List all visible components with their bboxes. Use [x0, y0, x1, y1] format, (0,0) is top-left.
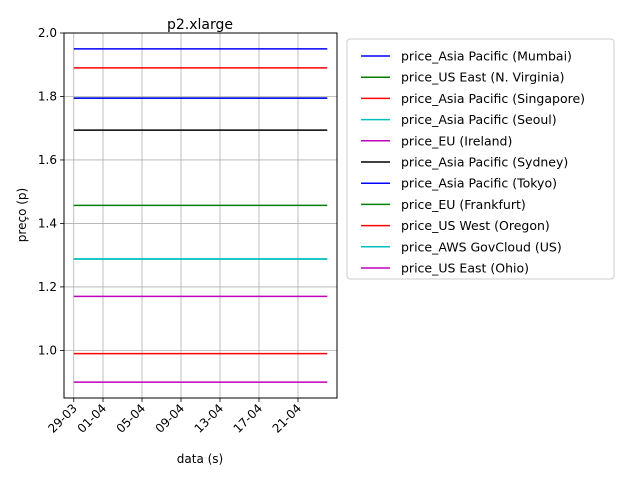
y-tick-label: 1.8 [38, 89, 57, 103]
legend-label: price_Asia Pacific (Singapore) [401, 91, 585, 106]
grid-lines [64, 32, 337, 398]
x-axis-label: data (s) [177, 452, 223, 466]
legend-label: price_US East (Ohio) [401, 261, 529, 276]
plot-frame [63, 32, 338, 399]
legend-label: price_Asia Pacific (Seoul) [401, 112, 557, 127]
y-tick-label: 1.4 [38, 216, 57, 230]
series-lines [73, 48, 328, 383]
y-tick-label: 1.2 [38, 280, 57, 294]
legend-label: price_Asia Pacific (Mumbai) [401, 49, 572, 64]
legend-label: price_EU (Frankfurt) [401, 197, 526, 212]
y-tick-label: 1.0 [38, 343, 57, 357]
y-axis-label: preço (p) [15, 188, 29, 242]
legend-label: price_US East (N. Virginia) [401, 70, 565, 85]
chart-title: p2.xlarge [167, 17, 233, 33]
legend-box [346, 38, 615, 280]
y-axis: 1.0 1.2 1.4 1.6 1.8 2.0 [38, 26, 64, 357]
legend-label: price_US West (Oregon) [401, 218, 550, 233]
y-tick-label: 2.0 [38, 26, 57, 40]
legend-label: price_AWS GovCloud (US) [401, 239, 562, 254]
legend: price_Asia Pacific (Mumbai) price_US East… [346, 38, 615, 280]
y-tick-label: 1.6 [38, 153, 57, 167]
legend-label: price_EU (Ireland) [401, 133, 512, 148]
legend-label: price_Asia Pacific (Sydney) [401, 155, 568, 170]
legend-label: price_Asia Pacific (Tokyo) [401, 176, 557, 191]
